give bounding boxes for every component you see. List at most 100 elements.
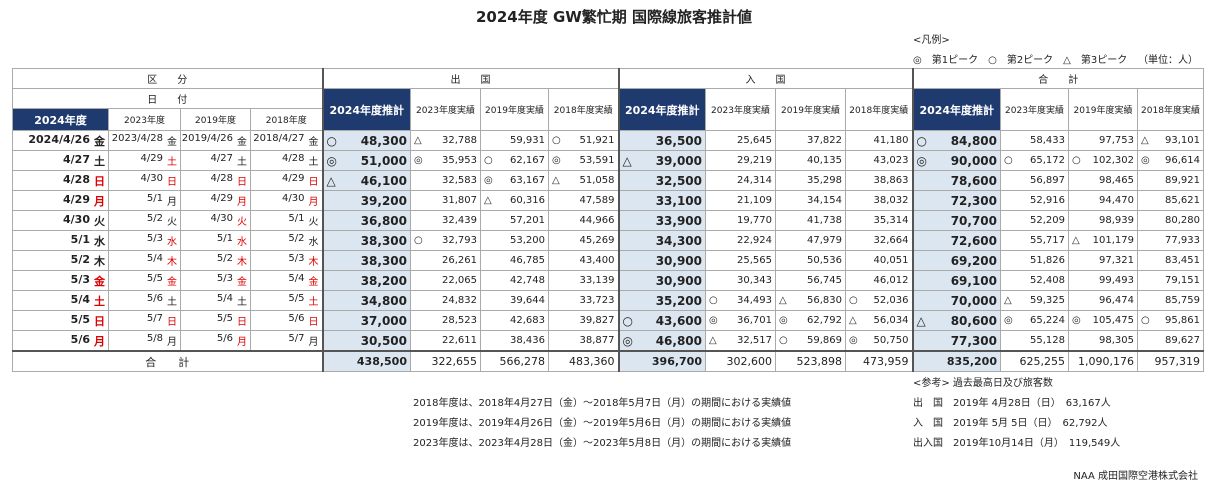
value: 22,924: [737, 235, 772, 246]
value-wrap: ○ 52,036: [849, 295, 909, 306]
value-wrap: 55,128: [1004, 335, 1065, 346]
value-cell: 33,900: [617, 210, 706, 231]
value: 43,400: [579, 255, 615, 266]
value: 51,921: [579, 135, 615, 146]
date: 5/6: [146, 293, 163, 304]
date-wrap: 5/4 木: [112, 253, 177, 268]
value-cell: 25,565: [705, 250, 776, 271]
value-cell: △ 80,600: [911, 310, 1001, 331]
date-wrap: 5/3 金: [16, 273, 105, 289]
value-cell: △ 51,058: [548, 170, 619, 191]
date: 5/5: [288, 293, 305, 304]
value-cell: 47,979: [775, 230, 846, 251]
date-cell: 4/28 日: [12, 170, 109, 191]
value-wrap: 38,300: [327, 234, 407, 248]
date-cell: 5/3 木: [250, 250, 323, 271]
date-wrap: 5/1 水: [16, 233, 105, 249]
value-wrap: 38,436: [484, 335, 545, 346]
value: 32,439: [442, 215, 477, 226]
date-wrap: 5/8 月: [112, 333, 177, 348]
weekday: 火: [94, 214, 105, 228]
title: 2024年度 GW繁忙期 国際線旅客推計値: [475, 8, 753, 26]
date-wrap: 5/2 火: [112, 213, 177, 228]
cell: 523,898: [775, 350, 846, 372]
value-wrap: 30,343: [709, 275, 772, 286]
value: 33,139: [579, 275, 615, 286]
value-cell: 51,826: [1000, 250, 1069, 271]
value-wrap: ◎ 46,800: [623, 334, 703, 348]
value-cell: 50,536: [775, 250, 846, 271]
value-wrap: ○ 65,172: [1004, 155, 1065, 166]
value-cell: 52,408: [1000, 270, 1069, 291]
value: 21,109: [737, 195, 772, 206]
value-wrap: ○ 34,493: [709, 295, 772, 306]
date-cell: 4/28 土: [250, 150, 323, 171]
value-wrap: 38,863: [849, 175, 909, 186]
value-cell: ○ 84,800: [911, 130, 1001, 151]
date-wrap: 5/2 水: [254, 233, 318, 248]
value-cell: ◎ 63,167: [480, 170, 549, 191]
weekday: 火: [167, 217, 177, 228]
value-wrap: 24,832: [414, 295, 477, 306]
date-cell: 5/8 月: [108, 330, 181, 352]
date: 4/28: [63, 172, 90, 186]
value-cell: 39,200: [321, 190, 411, 211]
date-cell: 5/6 月: [12, 330, 109, 352]
date-wrap: 2018/4/27 金: [253, 133, 318, 148]
date-cell: 5/1 水: [12, 230, 109, 251]
value: 79,151: [1165, 275, 1200, 286]
value-wrap: 41,738: [779, 215, 842, 226]
value: 59,869: [807, 335, 842, 346]
date-cell: 4/28 日: [180, 170, 251, 191]
peak-mark: ◎: [552, 155, 561, 166]
value: 78,600: [950, 173, 997, 188]
value-cell: ◎ 35,953: [410, 150, 481, 171]
date-wrap: 4/29 土: [112, 153, 177, 168]
value: 25,645: [737, 135, 772, 146]
value: 32,664: [873, 235, 909, 246]
date: 5/5: [70, 312, 90, 326]
value-cell: 21,109: [705, 190, 776, 211]
value: 56,034: [873, 315, 909, 326]
value-cell: 34,800: [321, 290, 411, 311]
value-cell: △ 59,325: [1000, 290, 1069, 311]
value: 43,023: [873, 155, 909, 166]
value-wrap: 38,300: [327, 254, 407, 268]
value-wrap: 98,939: [1072, 215, 1134, 226]
value-wrap: 85,759: [1141, 295, 1200, 306]
value-wrap: 32,500: [623, 174, 702, 188]
date-cell: 4/30 火: [180, 210, 251, 231]
value-wrap: 39,200: [327, 194, 407, 208]
value: 22,065: [442, 275, 477, 286]
value: 51,058: [579, 175, 615, 186]
table-row: 2024/4/26 金 2023/4/28 金 2019/4/26 金 2018/4/27 金…: [12, 130, 1204, 151]
value: 53,591: [579, 155, 615, 166]
value-wrap: 98,465: [1072, 175, 1134, 186]
table-row: 5/2 木 5/4 木 5/2 木 5/3 木 38,300 26,261 46,785 43,400…: [12, 250, 1204, 271]
value-cell: 42,683: [480, 310, 549, 331]
value-cell: ○ 51,921: [548, 130, 619, 151]
value-wrap: 32,439: [414, 215, 477, 226]
weekday: 土: [167, 157, 177, 168]
value-wrap: △ 60,316: [484, 195, 545, 206]
date-cell: 5/7 月: [250, 330, 323, 352]
date-wrap: 5/5 日: [184, 313, 247, 328]
value: 33,723: [579, 295, 615, 306]
date-wrap: 5/6 月: [184, 333, 247, 348]
date: 5/2: [70, 252, 90, 266]
weekday: 金: [308, 277, 319, 288]
value: 72,600: [950, 233, 997, 248]
date-wrap: 4/27 土: [184, 153, 247, 168]
value-wrap: 96,474: [1072, 295, 1134, 306]
peak-mark: ◎: [1072, 315, 1081, 326]
value: 102,302: [1092, 155, 1134, 166]
value-wrap: 34,800: [327, 294, 407, 308]
value-wrap: 89,921: [1141, 175, 1200, 186]
value: 77,300: [950, 333, 997, 348]
cell: 835,200: [911, 350, 1001, 372]
value-cell: 55,717: [1000, 230, 1069, 251]
cell: 2018年度実績: [1137, 88, 1204, 131]
peak-mark: △: [916, 313, 926, 328]
table-row: 区 分出 国入 国合 計: [12, 68, 1204, 89]
